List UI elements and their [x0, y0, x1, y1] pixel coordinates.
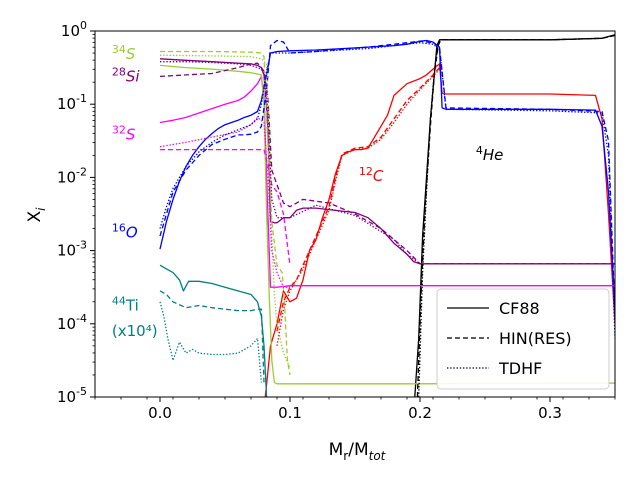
y-axis-title: Xi	[25, 207, 48, 223]
y-tick-label: 10-5	[57, 385, 87, 406]
series-16O-solid	[159, 39, 615, 310]
series-34S-solid	[159, 64, 615, 385]
annotation-si28: 28Si	[112, 66, 141, 86]
x-tick-label: 0.1	[278, 404, 302, 422]
annotations-layer: 34S 28Si 32S 16O 44Ti (x10⁴) 12C 4He	[112, 43, 504, 340]
x-tick-label: 0.2	[408, 404, 432, 422]
series-32S-dashed	[160, 148, 291, 266]
series-34S-dotted	[159, 54, 291, 368]
annotation-ti44note: (x10⁴)	[112, 322, 158, 340]
series-12C-dotted	[276, 68, 440, 346]
y-tick-label: 100	[61, 19, 87, 40]
legend: CF88 HIN(RES) TDHF	[436, 288, 610, 390]
series-He-dotted	[418, 34, 615, 397]
series-28Si-dotted	[160, 61, 421, 265]
legend-label: TDHF	[498, 359, 542, 378]
x-tick-label: 0.3	[538, 404, 562, 422]
series-44Ti-dotted	[159, 301, 263, 383]
series-12C-solid	[264, 63, 615, 397]
annotation-ti44: 44Ti	[112, 295, 139, 315]
y-tick-label: 10-3	[57, 239, 87, 260]
legend-label: HIN(RES)	[499, 329, 572, 348]
annotation-he4: 4He	[476, 144, 504, 164]
y-tick-label: 10-2	[57, 165, 87, 186]
series-44Ti-solid	[159, 264, 268, 397]
x-tick-label: 0.0	[148, 404, 172, 422]
series-32S-dotted	[159, 116, 290, 288]
series-44Ti-dashed	[159, 290, 265, 383]
annotation-s34: 34S	[112, 43, 136, 63]
legend-box	[436, 288, 610, 390]
series-layer	[159, 34, 615, 397]
series-28Si-solid	[159, 58, 615, 265]
annotation-o16: 16O	[112, 221, 138, 241]
series-32S-solid	[159, 75, 615, 288]
y-tick-label: 10-4	[57, 312, 87, 333]
annotation-s32: 32S	[112, 123, 136, 143]
series-28Si-dashed	[159, 62, 615, 265]
x-axis-title: Mr/Mtot	[329, 440, 387, 463]
y-tick-label: 10-1	[57, 92, 87, 113]
annotation-c12: 12C	[359, 165, 384, 185]
series-34S-dashed	[160, 50, 291, 376]
legend-label: CF88	[499, 299, 540, 318]
series-12C-dashed	[276, 67, 440, 332]
series-16O-dashed	[159, 39, 615, 317]
axes-layer: 0.0 0.1 0.2 0.3 100 10-1 10-2 10-3 10-4 10-5	[57, 19, 616, 422]
